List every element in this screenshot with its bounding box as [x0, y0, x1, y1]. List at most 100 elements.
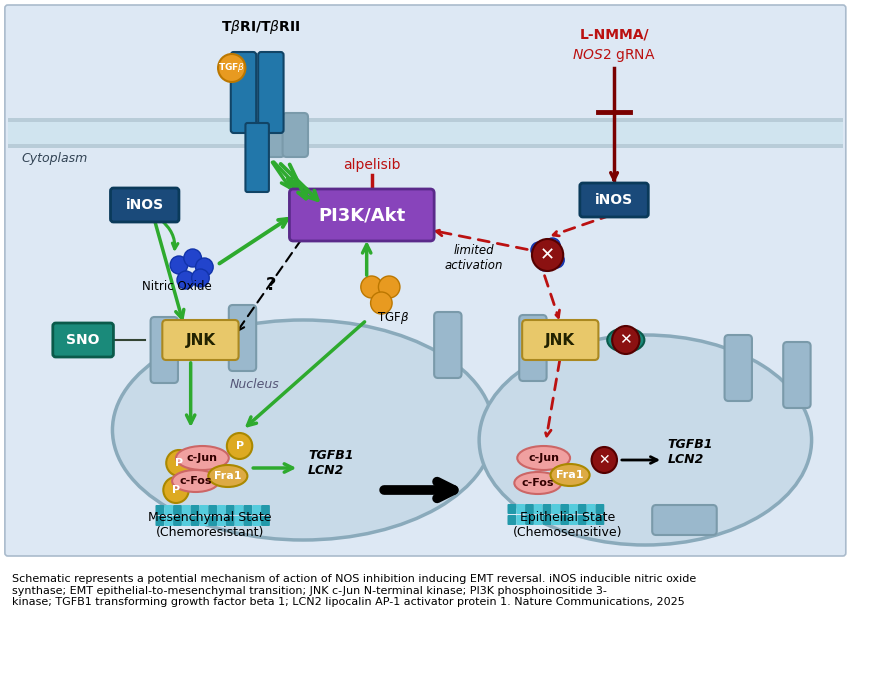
FancyBboxPatch shape	[534, 515, 542, 525]
FancyBboxPatch shape	[199, 505, 208, 515]
FancyBboxPatch shape	[542, 504, 551, 514]
FancyBboxPatch shape	[579, 183, 647, 217]
FancyBboxPatch shape	[289, 189, 434, 241]
Circle shape	[536, 255, 552, 271]
Text: c-Jun: c-Jun	[527, 453, 559, 463]
Text: iNOS: iNOS	[125, 198, 163, 212]
Text: TGFB1
LCN2: TGFB1 LCN2	[308, 449, 353, 477]
Text: TGF$\beta$: TGF$\beta$	[218, 62, 245, 75]
FancyBboxPatch shape	[507, 515, 515, 525]
FancyBboxPatch shape	[434, 312, 461, 378]
FancyBboxPatch shape	[586, 504, 594, 514]
Text: $\it{NOS2}$ gRNA: $\it{NOS2}$ gRNA	[572, 47, 655, 64]
Bar	[8, 122, 842, 144]
Circle shape	[530, 242, 546, 258]
FancyBboxPatch shape	[110, 188, 179, 222]
Text: L-NMMA/: L-NMMA/	[579, 28, 648, 42]
FancyBboxPatch shape	[150, 317, 178, 383]
Text: alpelisib: alpelisib	[342, 158, 400, 172]
Circle shape	[591, 447, 616, 473]
Text: ✕: ✕	[619, 332, 632, 348]
Bar	[8, 118, 842, 148]
Ellipse shape	[176, 446, 229, 470]
FancyBboxPatch shape	[230, 52, 255, 133]
Circle shape	[612, 326, 639, 354]
Text: P: P	[235, 441, 243, 451]
FancyBboxPatch shape	[525, 504, 534, 514]
FancyBboxPatch shape	[521, 320, 598, 360]
FancyBboxPatch shape	[252, 505, 261, 515]
Text: c-Jun: c-Jun	[187, 453, 217, 463]
Text: T$\beta$RI/T$\beta$RII: T$\beta$RI/T$\beta$RII	[222, 18, 301, 36]
Ellipse shape	[607, 328, 644, 352]
Text: iNOS: iNOS	[594, 193, 633, 207]
FancyBboxPatch shape	[164, 516, 173, 526]
FancyBboxPatch shape	[724, 335, 751, 401]
Circle shape	[370, 292, 392, 314]
Text: P: P	[175, 458, 182, 468]
FancyBboxPatch shape	[542, 515, 551, 525]
Ellipse shape	[112, 320, 494, 540]
FancyBboxPatch shape	[173, 516, 182, 526]
FancyBboxPatch shape	[258, 52, 283, 133]
Text: SNO: SNO	[66, 333, 100, 347]
Circle shape	[176, 271, 195, 289]
FancyBboxPatch shape	[5, 5, 845, 556]
Text: Fra1: Fra1	[214, 471, 242, 481]
Text: Epithelial State
(Chemosensitive): Epithelial State (Chemosensitive)	[512, 511, 621, 539]
Text: Schematic represents a potential mechanism of action of NOS inhibition inducing : Schematic represents a potential mechani…	[11, 574, 695, 607]
Ellipse shape	[517, 446, 569, 470]
FancyBboxPatch shape	[586, 515, 594, 525]
FancyBboxPatch shape	[182, 505, 190, 515]
FancyBboxPatch shape	[190, 505, 199, 515]
Ellipse shape	[208, 465, 247, 487]
FancyBboxPatch shape	[282, 113, 308, 157]
FancyBboxPatch shape	[534, 504, 542, 514]
FancyBboxPatch shape	[577, 515, 586, 525]
Circle shape	[361, 276, 381, 298]
FancyBboxPatch shape	[551, 504, 560, 514]
FancyBboxPatch shape	[208, 505, 217, 515]
Circle shape	[196, 258, 213, 276]
Text: TGF$\beta$: TGF$\beta$	[376, 310, 408, 326]
FancyBboxPatch shape	[245, 123, 269, 192]
FancyBboxPatch shape	[551, 515, 560, 525]
FancyBboxPatch shape	[252, 516, 261, 526]
Text: JNK: JNK	[545, 332, 574, 348]
FancyBboxPatch shape	[226, 516, 235, 526]
Text: |: |	[248, 84, 251, 94]
FancyBboxPatch shape	[229, 305, 255, 371]
Text: ?: ?	[265, 276, 275, 294]
FancyBboxPatch shape	[525, 515, 534, 525]
FancyBboxPatch shape	[594, 504, 604, 514]
FancyBboxPatch shape	[208, 516, 217, 526]
Text: P: P	[172, 485, 180, 495]
Circle shape	[531, 239, 562, 271]
Circle shape	[218, 54, 245, 82]
Circle shape	[191, 269, 209, 287]
FancyBboxPatch shape	[53, 323, 113, 357]
FancyBboxPatch shape	[235, 516, 243, 526]
FancyBboxPatch shape	[259, 113, 284, 157]
Circle shape	[227, 433, 252, 459]
Text: limited
activation: limited activation	[444, 244, 503, 272]
Bar	[0, 560, 850, 678]
FancyBboxPatch shape	[243, 516, 252, 526]
FancyBboxPatch shape	[190, 516, 199, 526]
FancyBboxPatch shape	[163, 320, 238, 360]
Circle shape	[548, 252, 564, 268]
Ellipse shape	[550, 464, 589, 486]
Ellipse shape	[514, 472, 561, 494]
FancyBboxPatch shape	[568, 515, 577, 525]
FancyBboxPatch shape	[594, 515, 604, 525]
Text: Nucleus: Nucleus	[229, 378, 279, 391]
Text: c-Fos: c-Fos	[179, 476, 211, 486]
Circle shape	[170, 256, 188, 274]
FancyBboxPatch shape	[261, 516, 269, 526]
FancyBboxPatch shape	[156, 505, 164, 515]
Text: ✕: ✕	[598, 453, 609, 467]
Text: c-Fos: c-Fos	[521, 478, 554, 488]
FancyBboxPatch shape	[173, 505, 182, 515]
FancyBboxPatch shape	[782, 342, 810, 408]
FancyBboxPatch shape	[568, 504, 577, 514]
